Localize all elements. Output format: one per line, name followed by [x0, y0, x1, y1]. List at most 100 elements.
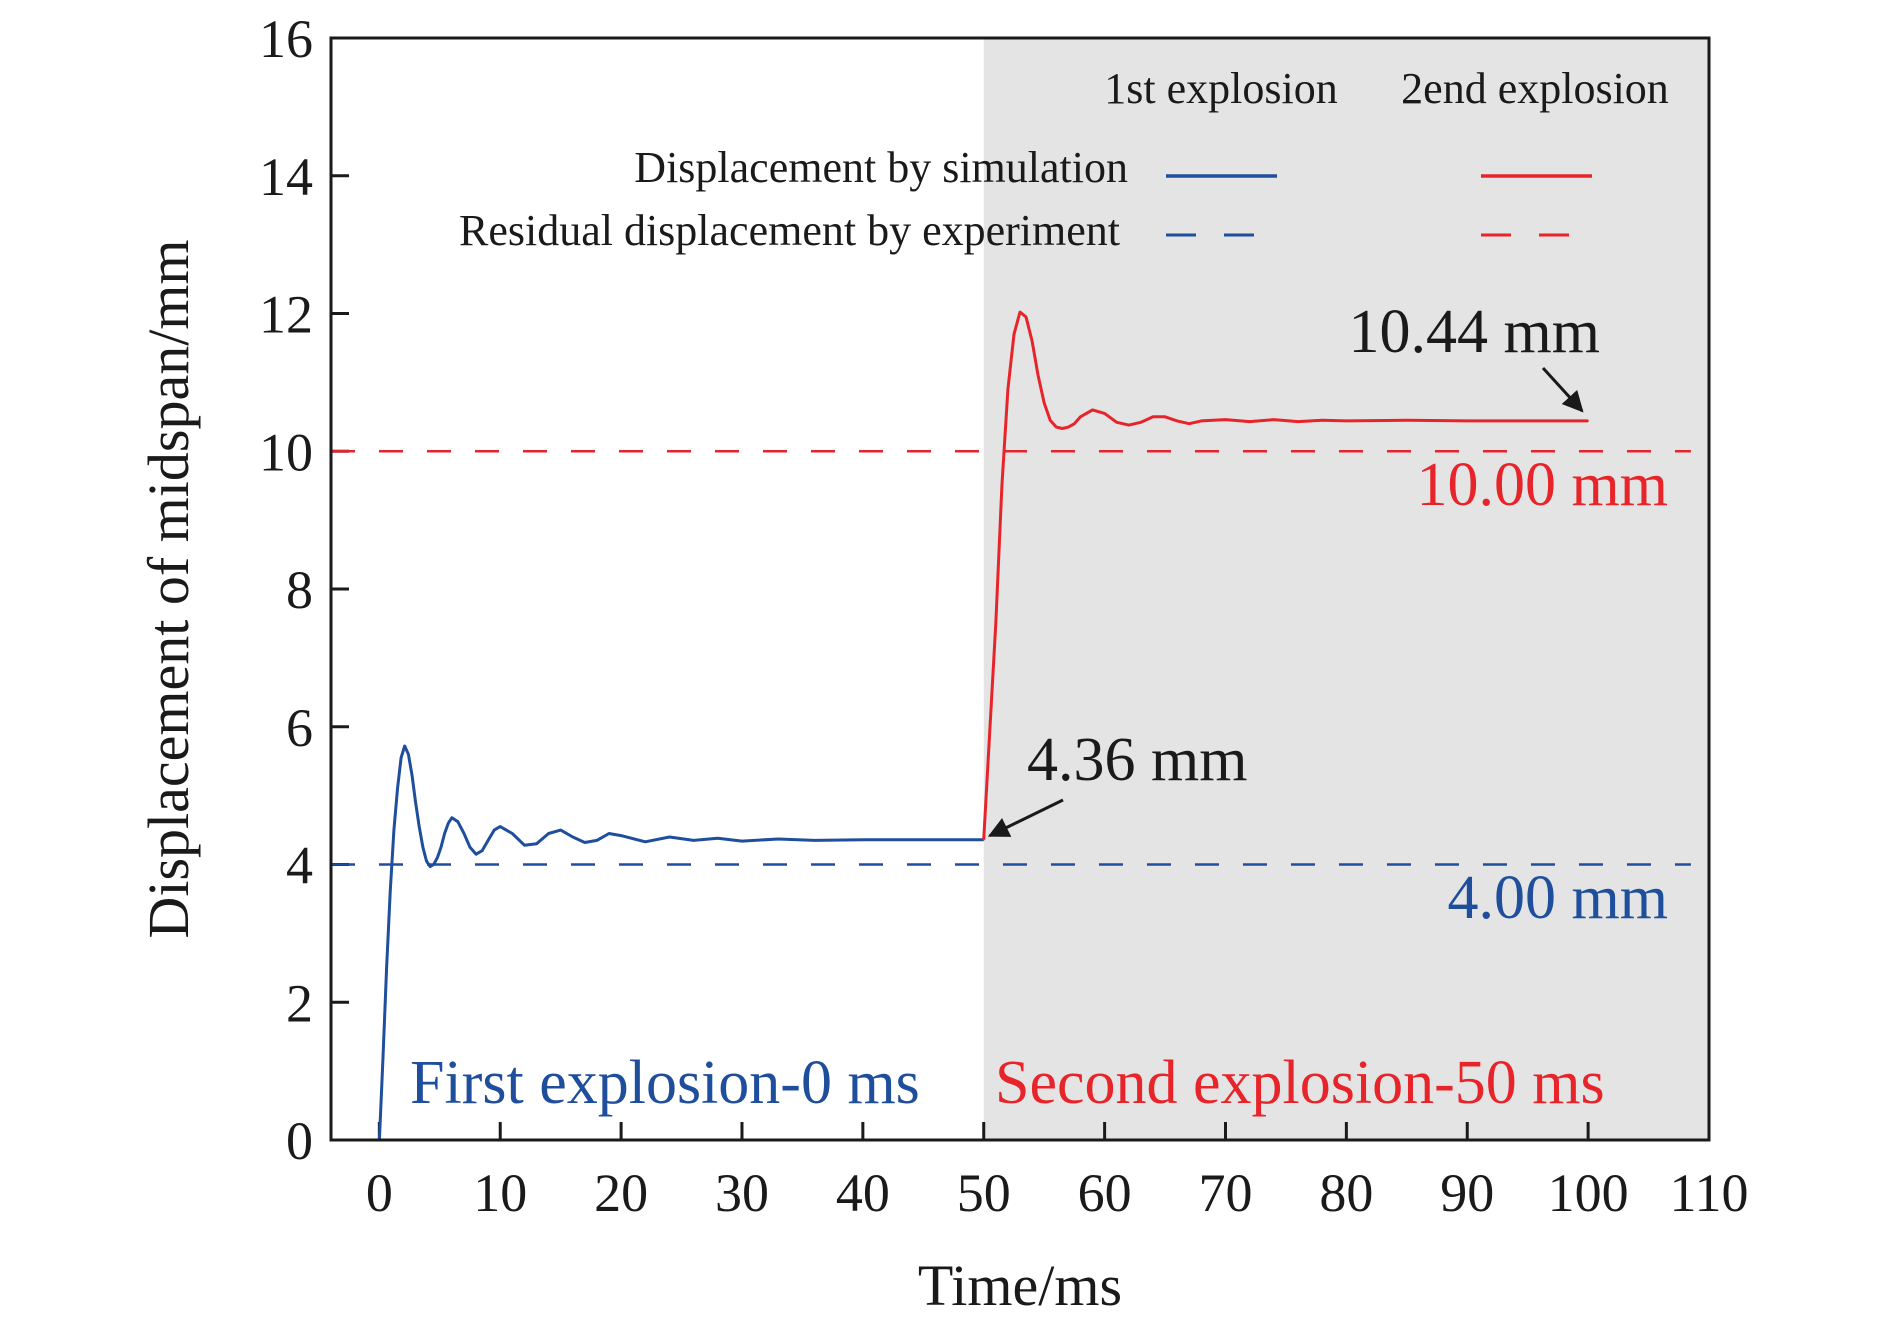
series-0-point-33: [777, 838, 779, 840]
series-1-point-68: [1200, 420, 1203, 422]
series-1-point-55-5: [1049, 419, 1051, 422]
x-tick-label-80: 80: [1319, 1163, 1373, 1223]
y-tick-label-2: 2: [286, 973, 313, 1033]
y-axis: 0 2 4 6 8 10 12 14 16: [259, 9, 349, 1171]
series-0-point-11: [511, 832, 514, 835]
series-0-point-2-7: [411, 774, 413, 776]
x-tick-label-70: 70: [1198, 1163, 1252, 1223]
legend-column-2end: 2end explosion: [1401, 64, 1669, 113]
series-1-point-62: [1128, 424, 1130, 426]
series-0-point-5-7: [447, 822, 450, 824]
series-0-point-30: [741, 840, 743, 842]
series-1-point-53: [1019, 311, 1021, 313]
series-0-point-6-5: [457, 821, 459, 823]
series-1-point-63: [1140, 421, 1142, 424]
y-tick-label-6: 6: [286, 698, 313, 758]
series-1-point-74: [1273, 418, 1275, 421]
x-tick-label-50: 50: [957, 1163, 1011, 1223]
series-0-point-1-5: [396, 787, 399, 790]
series-1-point-100: [1587, 420, 1589, 422]
series-1-point-50: [982, 838, 985, 841]
series-0-point-36: [813, 839, 816, 842]
x-tick-label-0: 0: [366, 1163, 393, 1223]
series-1-point-76: [1297, 420, 1299, 423]
series-1-point-58: [1079, 416, 1082, 418]
series-0-point-4-2: [429, 865, 431, 868]
series-0-point-3-9: [425, 860, 428, 862]
series-0-point-4-8: [436, 856, 439, 859]
series-0-point-48: [958, 838, 961, 841]
x-axis: 0 10 20 30 40 50 60 70 80 90 100 110: [366, 1122, 1749, 1223]
series-0-point-20: [620, 834, 622, 837]
series-1-point-52: [1007, 388, 1009, 391]
series-0-point-17: [584, 841, 586, 844]
legend: 1st explosion 2end explosion Displacemen…: [459, 64, 1669, 255]
series-0-point-1-2: [393, 829, 395, 831]
series-1-point-85: [1406, 419, 1408, 422]
x-tick-label-20: 20: [594, 1163, 648, 1223]
y-tick-label-10: 10: [259, 422, 313, 482]
series-0-point-8-5: [481, 849, 483, 852]
x-tick-label-60: 60: [1078, 1163, 1132, 1223]
series-1-point-70: [1224, 418, 1227, 421]
series-0-point-19: [608, 832, 610, 835]
series-0-point-1-8: [400, 756, 402, 759]
y-tick-label-16: 16: [259, 9, 313, 69]
series-0-point-0-9: [389, 891, 392, 893]
series-0-point-15: [559, 829, 562, 831]
y-tick-label-14: 14: [259, 147, 313, 207]
legend-column-1st: 1st explosion: [1104, 64, 1337, 113]
series-0-point-7-5: [469, 846, 471, 849]
arrow-to-10-44-mm: [1541, 366, 1584, 413]
series-0-point-9: [487, 839, 489, 842]
series-0-point-9-5: [493, 829, 496, 831]
series-1-point-60: [1103, 412, 1106, 415]
series-0-point-0-3: [382, 1056, 384, 1059]
series-0-point-18: [596, 839, 598, 842]
series-0-point-5-4: [443, 832, 446, 835]
series-1-point-67: [1188, 422, 1190, 425]
x-tick-label-100: 100: [1548, 1163, 1629, 1223]
annotation-first-explosion: First explosion-0 ms: [410, 1049, 920, 1117]
series-0-point-3: [414, 801, 417, 804]
series-0-point-8: [475, 853, 477, 855]
x-tick-label-10: 10: [473, 1163, 527, 1223]
series-0-point-26: [692, 839, 695, 842]
series-0-point-2-1: [403, 745, 406, 747]
series-1-point-57: [1067, 426, 1070, 428]
series-1-point-56: [1055, 426, 1058, 428]
x-axis-title: Time/ms: [918, 1253, 1122, 1318]
series-1-point-59: [1091, 409, 1094, 411]
series-1-point-57-5: [1073, 422, 1076, 425]
x-tick-label-40: 40: [836, 1163, 890, 1223]
series-1-point-80: [1345, 420, 1348, 422]
series-1-point-64: [1152, 416, 1154, 418]
series-1-point-54: [1031, 340, 1033, 342]
y-tick-label-12: 12: [259, 285, 313, 345]
series-1-point-78: [1321, 419, 1323, 422]
plot-series: [331, 310, 1691, 1141]
series-0-point-22: [644, 841, 647, 843]
series-0-point-0-6: [385, 967, 388, 969]
legend-row-simulation: Displacement by simulation: [634, 143, 1128, 192]
series-0-point-3-3: [418, 825, 421, 828]
series-0-point-5-1: [440, 846, 442, 849]
series-1-point-95: [1526, 420, 1529, 422]
y-axis-title: Displacement of midspan/mm: [136, 239, 201, 938]
series-1-point-51-5: [1001, 484, 1003, 487]
series-0-point-2-4: [407, 753, 410, 756]
second-explosion-shaded-region: [983, 38, 1709, 1140]
annotation-4-36-mm: 4.36 mm: [1027, 726, 1247, 794]
annotation-4-00-mm: 4.00 mm: [1448, 864, 1668, 932]
series-0-point-13: [535, 843, 538, 845]
series-line-0: [377, 744, 984, 1141]
annotation-second-explosion: Second explosion-50 ms: [995, 1049, 1605, 1117]
series-line-1: [982, 310, 1589, 840]
series-0-point-3-6: [422, 846, 424, 849]
y-tick-label-8: 8: [286, 560, 313, 620]
series-1-point-56-5: [1061, 427, 1064, 430]
series-0-point-7: [463, 832, 465, 835]
series-1-point-53-5: [1025, 316, 1027, 318]
annotations: 10.44 mm 10.00 mm 4.36 mm 4.00 mm First …: [410, 298, 1668, 1117]
